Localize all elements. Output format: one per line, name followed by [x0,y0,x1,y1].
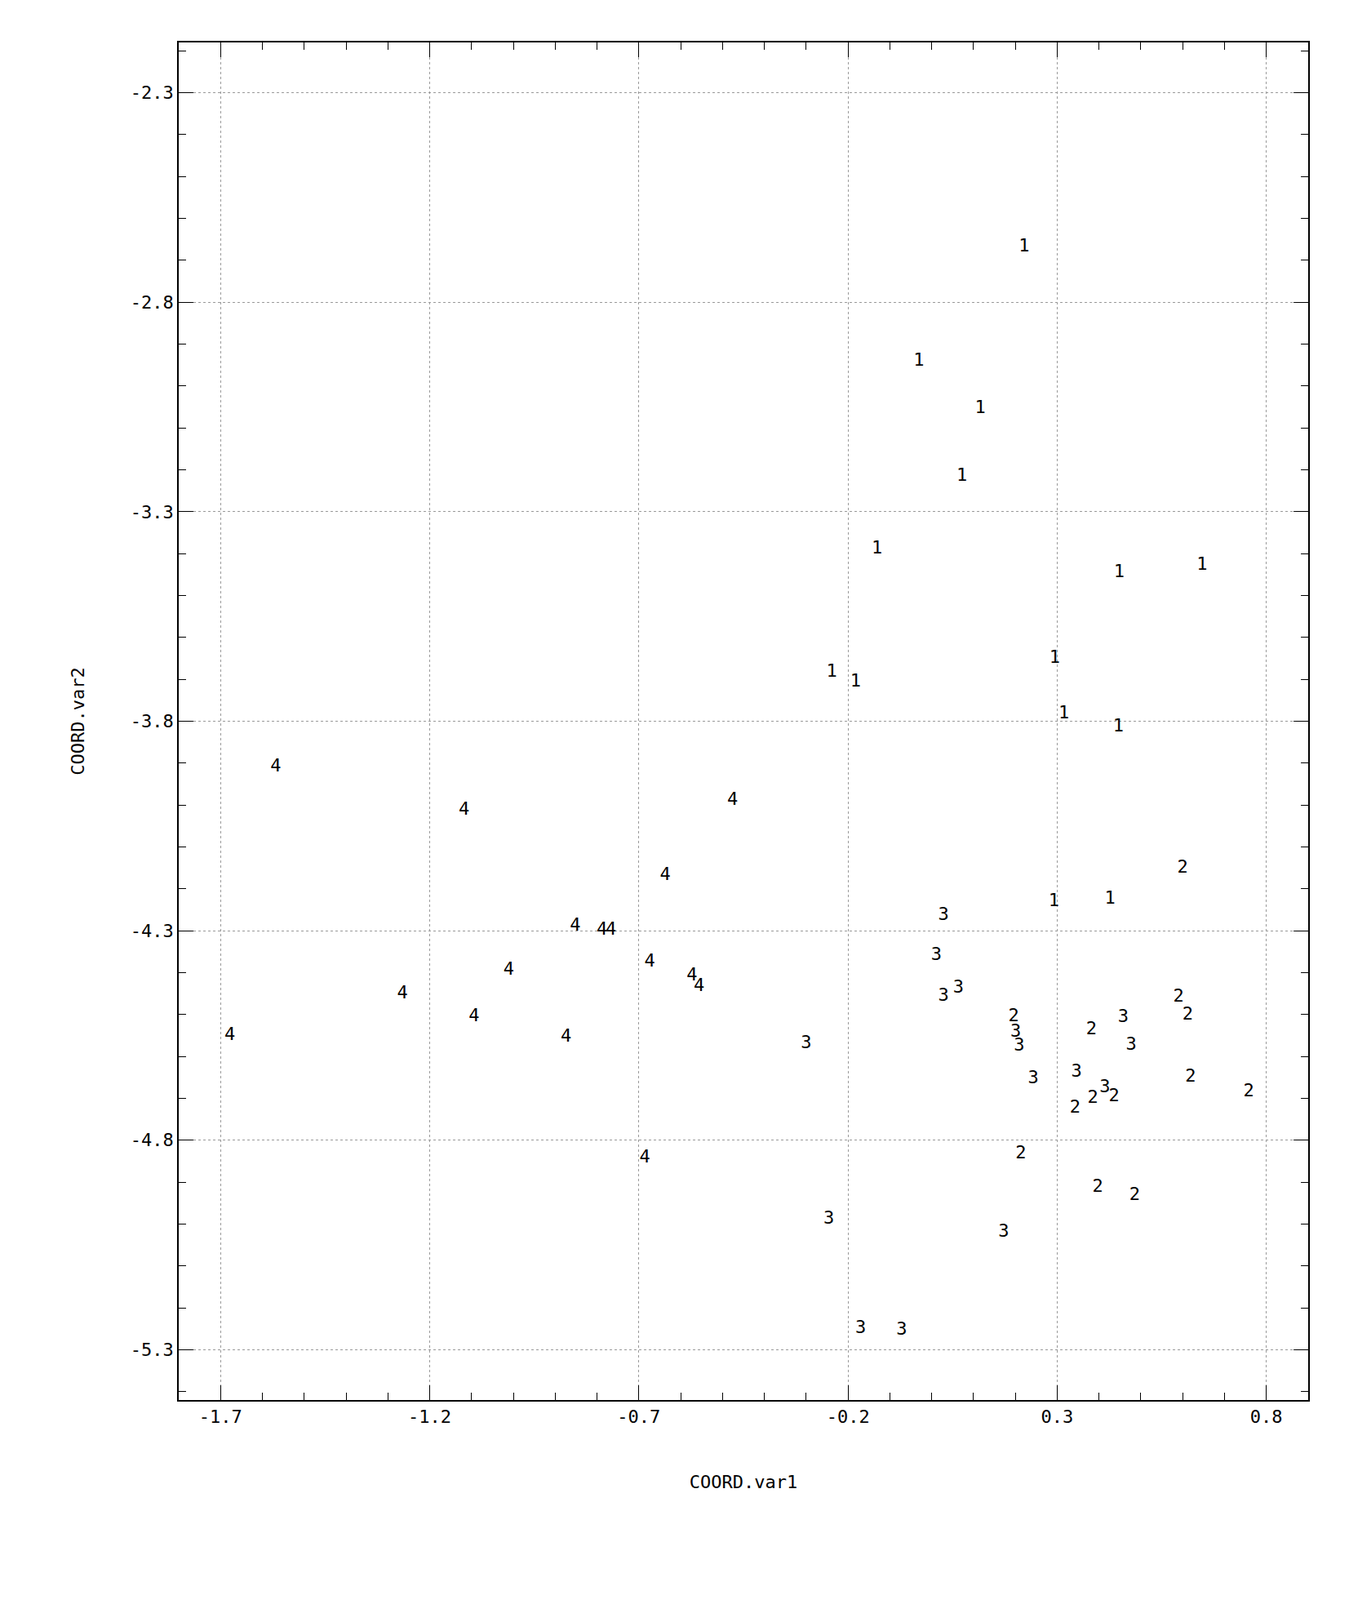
svg-text:4: 4 [727,788,738,809]
svg-text:3: 3 [1126,1033,1137,1054]
svg-text:-1.7: -1.7 [199,1406,243,1427]
svg-text:-0.2: -0.2 [826,1406,870,1427]
svg-text:COORD.var1: COORD.var1 [689,1471,798,1492]
svg-text:4: 4 [503,958,515,979]
svg-text:3: 3 [953,976,964,997]
svg-text:4: 4 [605,918,617,939]
svg-text:-3.3: -3.3 [130,501,174,523]
svg-text:-4.3: -4.3 [130,920,174,941]
svg-text:3: 3 [800,1031,812,1052]
svg-text:2: 2 [1069,1096,1081,1117]
svg-text:3: 3 [896,1317,907,1339]
svg-text:3: 3 [1013,1033,1025,1055]
svg-text:4: 4 [686,963,697,985]
svg-text:2: 2 [1184,1065,1196,1086]
svg-text:4: 4 [397,981,409,1003]
svg-text:1: 1 [1113,714,1124,736]
svg-text:1: 1 [1196,553,1207,574]
svg-text:1: 1 [1018,235,1030,256]
svg-text:2: 2 [1015,1141,1026,1163]
svg-text:2: 2 [1129,1183,1141,1204]
svg-text:1: 1 [1104,887,1115,908]
svg-text:2: 2 [1008,1004,1020,1026]
svg-text:3: 3 [1070,1060,1082,1081]
svg-text:3: 3 [1118,1005,1129,1026]
svg-text:2: 2 [1086,1017,1097,1039]
svg-text:1: 1 [871,536,883,558]
svg-text:4: 4 [639,1145,650,1167]
svg-text:-1.2: -1.2 [408,1406,452,1427]
svg-text:-0.7: -0.7 [616,1406,661,1427]
svg-text:COORD.var2: COORD.var2 [67,666,89,775]
svg-text:3: 3 [998,1220,1009,1241]
svg-text:4: 4 [644,949,656,971]
svg-text:2: 2 [1177,856,1189,877]
svg-text:-3.8: -3.8 [130,710,174,732]
svg-text:4: 4 [468,1004,480,1026]
svg-text:3: 3 [823,1207,835,1228]
svg-text:2: 2 [1092,1175,1104,1196]
svg-text:3: 3 [1099,1075,1110,1097]
svg-text:2: 2 [1087,1086,1098,1107]
svg-text:3: 3 [1028,1066,1039,1088]
svg-text:4: 4 [560,1025,572,1046]
svg-text:-2.3: -2.3 [130,82,174,103]
svg-text:1: 1 [1058,701,1070,723]
svg-text:4: 4 [458,798,470,819]
svg-text:1: 1 [1049,646,1061,667]
svg-text:2: 2 [1109,1084,1120,1105]
svg-text:1: 1 [850,670,861,691]
svg-text:4: 4 [270,754,281,776]
svg-text:3: 3 [937,984,949,1005]
svg-text:2: 2 [1182,1002,1194,1024]
svg-text:4: 4 [660,863,671,884]
svg-text:1: 1 [826,660,838,681]
svg-text:1: 1 [975,396,986,418]
svg-text:1: 1 [956,464,968,485]
svg-text:0.3: 0.3 [1041,1406,1074,1427]
svg-text:1: 1 [1048,889,1060,910]
svg-text:2: 2 [1172,985,1184,1006]
svg-text:3: 3 [1010,1020,1021,1041]
svg-text:4: 4 [693,974,705,995]
svg-text:-2.8: -2.8 [130,292,174,313]
svg-text:1: 1 [1113,560,1125,582]
svg-text:4: 4 [596,918,608,939]
svg-text:-4.8: -4.8 [130,1129,174,1150]
svg-text:3: 3 [855,1316,866,1337]
svg-text:4: 4 [569,914,581,935]
svg-text:3: 3 [931,943,942,964]
svg-text:-5.3: -5.3 [130,1339,174,1360]
svg-text:2: 2 [1243,1079,1255,1101]
svg-text:4: 4 [224,1023,236,1044]
svg-text:3: 3 [937,903,949,924]
svg-text:1: 1 [913,349,924,370]
svg-text:0.8: 0.8 [1250,1406,1283,1427]
